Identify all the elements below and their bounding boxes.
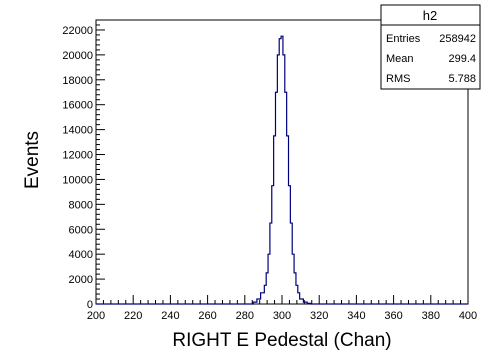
stats-rms-label: RMS: [386, 73, 410, 85]
stats-mean-value: 299.4: [448, 53, 476, 65]
stats-rms-value: 5.788: [448, 73, 476, 85]
x-tick-label: 200: [87, 310, 105, 322]
histogram-line: [96, 35, 468, 305]
y-tick-label: 18000: [62, 75, 93, 87]
y-axis-title: Events: [22, 131, 43, 189]
y-tick-label: 20000: [62, 50, 93, 62]
stats-box-title: h2: [423, 8, 437, 23]
x-axis-title: RIGHT E Pedestal (Chan): [172, 330, 391, 351]
y-tick-label: 12000: [62, 150, 93, 162]
x-tick-label: 320: [310, 310, 328, 322]
y-tick-label: 4000: [69, 249, 93, 261]
y-tick-label: 14000: [62, 125, 93, 137]
stats-box-frame: [380, 4, 481, 90]
stats-mean-label: Mean: [386, 53, 414, 65]
x-tick-label: 220: [124, 310, 142, 322]
y-tick-label: 8000: [69, 199, 93, 211]
x-tick-label: 260: [198, 310, 216, 322]
histogram-series: [96, 35, 468, 305]
y-tick-label: 6000: [69, 224, 93, 236]
y-tick-label: 2000: [69, 274, 93, 286]
x-tick-label: 400: [459, 310, 477, 322]
stats-entries-label: Entries: [386, 33, 421, 45]
y-tick-label: 0: [87, 299, 93, 311]
y-tick-label: 16000: [62, 100, 93, 112]
x-tick-label: 360: [384, 310, 402, 322]
y-axis: 0 2000 4000 6000 8000 10000 12000 14000 16000 180…: [62, 19, 105, 311]
x-tick-label: 380: [422, 310, 440, 322]
stats-box: h2 Entries 258942 Mean 299.4 RMS 5.788: [380, 4, 481, 90]
x-tick-label: 340: [347, 310, 365, 322]
x-tick-label: 300: [273, 310, 291, 322]
stats-entries-value: 258942: [439, 33, 476, 45]
x-axis: 200 220 240 260 280 300 320 340 360 380 400: [87, 295, 477, 322]
y-tick-label: 22000: [62, 25, 93, 37]
x-tick-label: 240: [161, 310, 179, 322]
y-tick-label: 10000: [62, 174, 93, 186]
x-tick-label: 280: [236, 310, 254, 322]
